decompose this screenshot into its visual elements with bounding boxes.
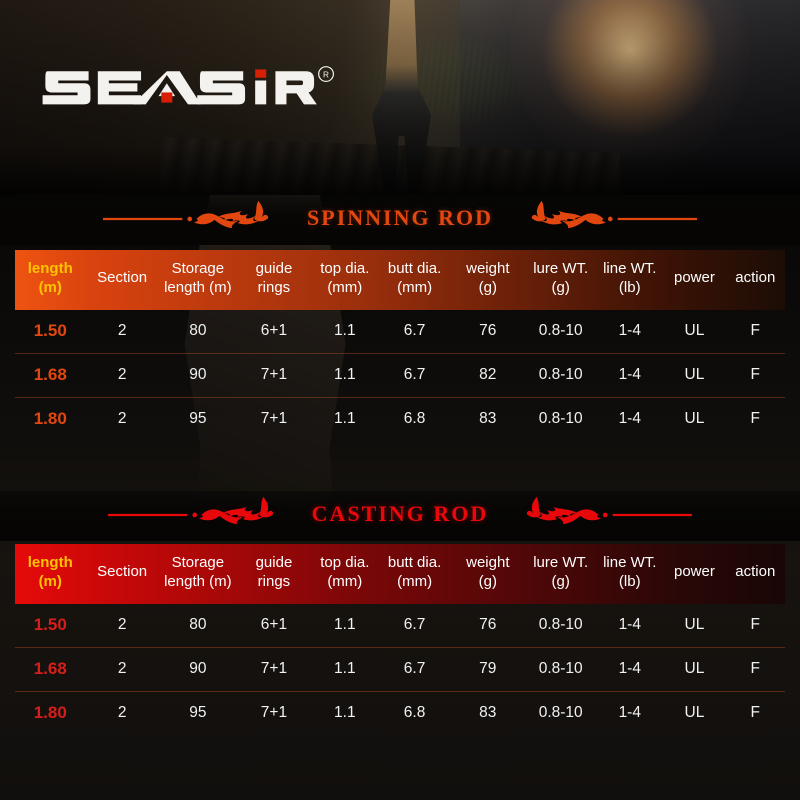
svg-text:R: R [323, 70, 329, 79]
